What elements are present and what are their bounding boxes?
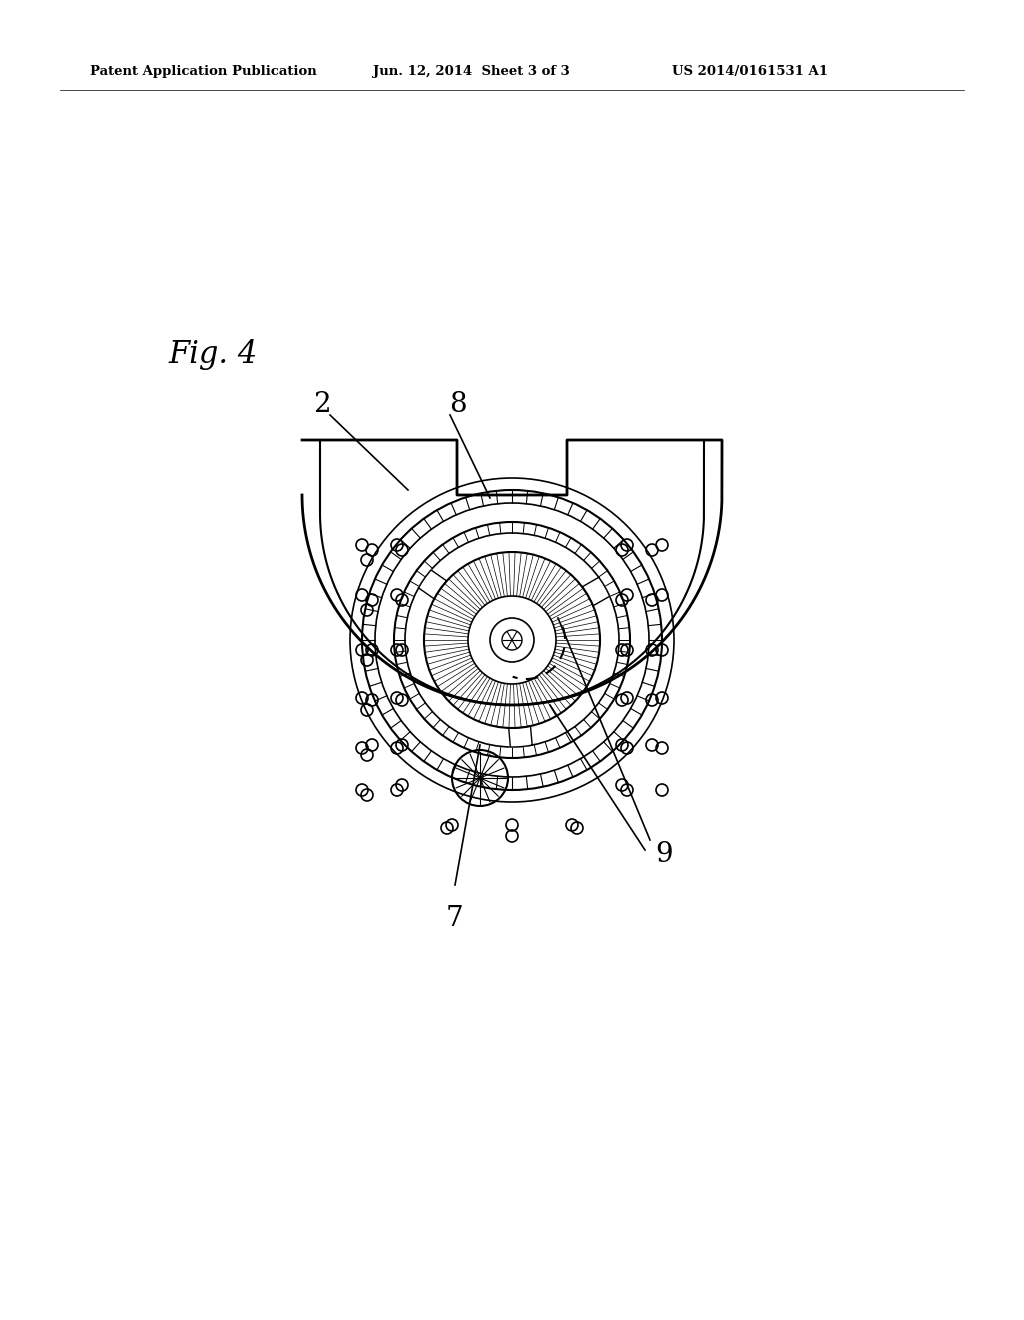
Text: US 2014/0161531 A1: US 2014/0161531 A1: [672, 66, 828, 78]
Text: Patent Application Publication: Patent Application Publication: [90, 66, 316, 78]
Text: Jun. 12, 2014  Sheet 3 of 3: Jun. 12, 2014 Sheet 3 of 3: [373, 66, 569, 78]
Polygon shape: [419, 570, 446, 599]
Text: 9: 9: [655, 842, 673, 869]
Text: 2: 2: [313, 392, 331, 418]
Polygon shape: [509, 726, 532, 747]
Text: Fig. 4: Fig. 4: [168, 339, 257, 371]
Text: 7: 7: [446, 906, 464, 932]
Text: 8: 8: [450, 392, 467, 418]
Polygon shape: [583, 577, 609, 606]
